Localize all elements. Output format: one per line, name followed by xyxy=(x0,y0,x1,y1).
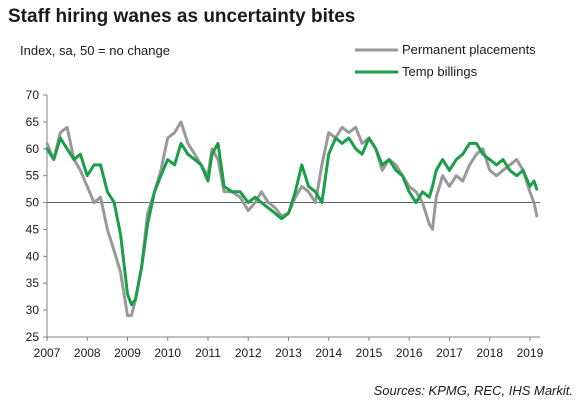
y-tick-label: 65 xyxy=(26,115,40,129)
y-tick-label: 70 xyxy=(26,88,40,102)
y-tick-label: 25 xyxy=(26,330,40,344)
x-tick-label: 2015 xyxy=(356,346,383,360)
legend: Permanent placements Temp billings xyxy=(355,42,536,79)
x-tick-label: 2007 xyxy=(34,346,61,360)
y-tick-label: 30 xyxy=(26,303,40,317)
y-tick-label: 45 xyxy=(26,222,40,236)
x-tick-label: 2013 xyxy=(275,346,302,360)
legend-label: Permanent placements xyxy=(402,42,536,57)
x-tick-label: 2008 xyxy=(74,346,101,360)
x-tick-label: 2019 xyxy=(517,346,544,360)
y-tick-label: 35 xyxy=(26,276,40,290)
chart-source: Sources: KPMG, REC, IHS Markit. xyxy=(373,383,573,398)
x-tick-label: 2018 xyxy=(476,346,503,360)
x-tick-label: 2016 xyxy=(396,346,423,360)
series-line-permanent-placements xyxy=(45,120,539,317)
y-tick-label: 40 xyxy=(26,249,40,263)
legend-label: Temp billings xyxy=(402,64,478,79)
chart-subtitle: Index, sa, 50 = no change xyxy=(20,43,170,58)
y-tick-label: 60 xyxy=(26,142,40,156)
x-tick-label: 2009 xyxy=(114,346,141,360)
axes: 25 30 35 40 45 50 55 60 65 70 2007 2008 2009 2010 2011… xyxy=(26,88,544,360)
series-line-temp-billings xyxy=(45,136,539,307)
x-tick-label: 2012 xyxy=(235,346,262,360)
series-layer xyxy=(45,120,539,317)
x-tick-label: 2010 xyxy=(154,346,181,360)
y-tick-label: 50 xyxy=(26,196,40,210)
x-tick-label: 2014 xyxy=(315,346,342,360)
y-tick-label: 55 xyxy=(26,169,40,183)
x-tick-label: 2017 xyxy=(436,346,463,360)
x-tick-label: 2011 xyxy=(195,346,221,360)
chart-title: Staff hiring wanes as uncertainty bites xyxy=(8,6,356,27)
